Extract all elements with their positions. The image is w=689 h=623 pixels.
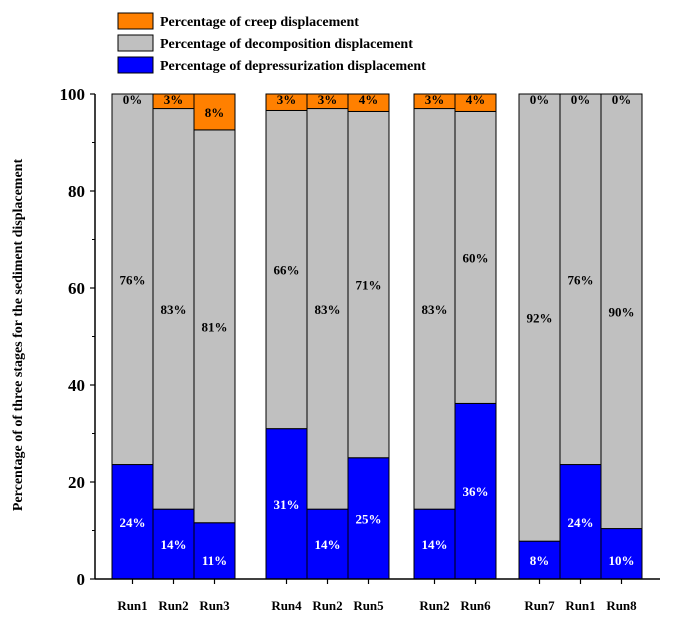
bar-segment-depressurization-8 — [454, 402, 497, 580]
bar-label-depressurization-5: 14% — [315, 537, 341, 552]
bar-label-creep-1: 0% — [123, 92, 143, 107]
legend-swatch-creep — [117, 12, 154, 30]
legend-label-depressurization: Percentage of depressurization displacem… — [160, 59, 426, 74]
bar-segment-depressurization-10 — [559, 464, 602, 580]
x-tick-label-1: Run1 — [117, 598, 147, 613]
x-tick-label-7: Run2 — [419, 598, 449, 613]
y-tick-label-40: 40 — [68, 376, 85, 395]
bar-segment-depressurization-4 — [265, 428, 308, 580]
bar-label-decomposition-9: 92% — [527, 311, 553, 326]
bar-segment-decomposition-2 — [152, 108, 195, 510]
bar-label-decomposition-1: 76% — [120, 272, 146, 287]
bar-label-depressurization-1: 24% — [120, 515, 146, 530]
bar-segment-creep-8 — [454, 93, 497, 112]
legend-label-creep: Percentage of creep displacement — [160, 15, 359, 30]
bar-segment-decomposition-5 — [306, 108, 349, 510]
bar-label-creep-8: 4% — [466, 92, 486, 107]
x-ticks: Run1 Run2 Run3 Run4 Run2 Run5 Run2 Run6 Run7 Run1… — [117, 579, 637, 613]
x-tick-label-4: Run4 — [271, 598, 302, 613]
bar-segment-creep-6 — [347, 93, 390, 112]
bars — [111, 93, 643, 580]
x-tick-label-8: Run6 — [460, 598, 491, 613]
y-axis-label: Percentage of of three stages for the se… — [11, 159, 26, 512]
y-tick-label-0: 0 — [77, 570, 86, 589]
x-tick-label-10: Run1 — [565, 598, 595, 613]
y-tick-label-100: 100 — [60, 85, 86, 104]
bar-label-decomposition-7: 83% — [422, 302, 448, 317]
bar-segment-decomposition-10 — [559, 93, 602, 466]
bar-segment-depressurization-3 — [193, 522, 236, 580]
bar-segment-decomposition-6 — [347, 110, 390, 459]
y-ticks: 0 20 40 60 80 100 — [60, 85, 95, 589]
bar-label-decomposition-8: 60% — [463, 250, 489, 265]
y-tick-label-80: 80 — [68, 182, 85, 201]
legend-swatch-depressurization — [117, 56, 154, 74]
bar-segment-decomposition-9 — [518, 93, 561, 542]
x-tick-label-6: Run5 — [353, 598, 384, 613]
bar-label-depressurization-3: 11% — [202, 553, 227, 568]
bar-label-depressurization-8: 36% — [463, 484, 489, 499]
bar-label-creep-10: 0% — [571, 92, 591, 107]
bar-label-decomposition-4: 66% — [274, 263, 300, 278]
bar-segment-depressurization-1 — [111, 464, 154, 580]
x-tick-label-9: Run7 — [524, 598, 555, 613]
bar-label-creep-9: 0% — [530, 92, 550, 107]
y-tick-label-20: 20 — [68, 473, 85, 492]
bar-segment-decomposition-4 — [265, 109, 308, 430]
bar-label-creep-3: 8% — [205, 105, 225, 120]
bar-label-depressurization-4: 31% — [274, 497, 300, 512]
bar-segment-decomposition-7 — [413, 108, 456, 510]
bar-label-decomposition-5: 83% — [315, 302, 341, 317]
bar-label-decomposition-2: 83% — [161, 302, 187, 317]
x-tick-label-11: Run8 — [606, 598, 637, 613]
bar-label-depressurization-7: 14% — [422, 537, 448, 552]
bar-segment-creep-3 — [193, 93, 236, 131]
legend: Percentage of creep displacement Percenta… — [117, 12, 426, 74]
bar-segment-decomposition-8 — [454, 110, 497, 404]
bar-label-creep-4: 3% — [277, 92, 297, 107]
bar-label-creep-7: 3% — [425, 92, 445, 107]
bar-label-decomposition-3: 81% — [202, 319, 228, 334]
bar-segment-decomposition-11 — [600, 93, 643, 530]
bar-label-depressurization-9: 8% — [530, 553, 550, 568]
bar-label-depressurization-10: 24% — [568, 515, 594, 530]
x-tick-label-5: Run2 — [312, 598, 342, 613]
bar-labels: 24% 76% 0% 14% 83% 3% 11% 81% 8% 31% 66% 3% 14% 83% 3%… — [120, 92, 635, 568]
bar-label-decomposition-10: 76% — [568, 272, 594, 287]
bar-label-depressurization-6: 25% — [356, 511, 382, 526]
x-tick-label-2: Run2 — [158, 598, 188, 613]
bar-label-decomposition-6: 71% — [356, 278, 382, 293]
bar-label-depressurization-2: 14% — [161, 537, 187, 552]
x-tick-label-3: Run3 — [199, 598, 230, 613]
bar-label-decomposition-11: 90% — [609, 304, 635, 319]
bar-segment-depressurization-9 — [518, 540, 561, 580]
bar-label-depressurization-11: 10% — [609, 553, 635, 568]
bar-segment-decomposition-1 — [111, 93, 154, 466]
bar-label-creep-11: 0% — [612, 92, 632, 107]
legend-label-decomposition: Percentage of decomposition displacement — [160, 37, 413, 52]
bar-segment-decomposition-3 — [193, 129, 236, 524]
y-tick-label-60: 60 — [68, 279, 85, 298]
legend-swatch-decomposition — [117, 34, 154, 52]
bar-label-creep-6: 4% — [359, 92, 379, 107]
bar-label-creep-5: 3% — [318, 92, 338, 107]
bar-label-creep-2: 3% — [164, 92, 184, 107]
